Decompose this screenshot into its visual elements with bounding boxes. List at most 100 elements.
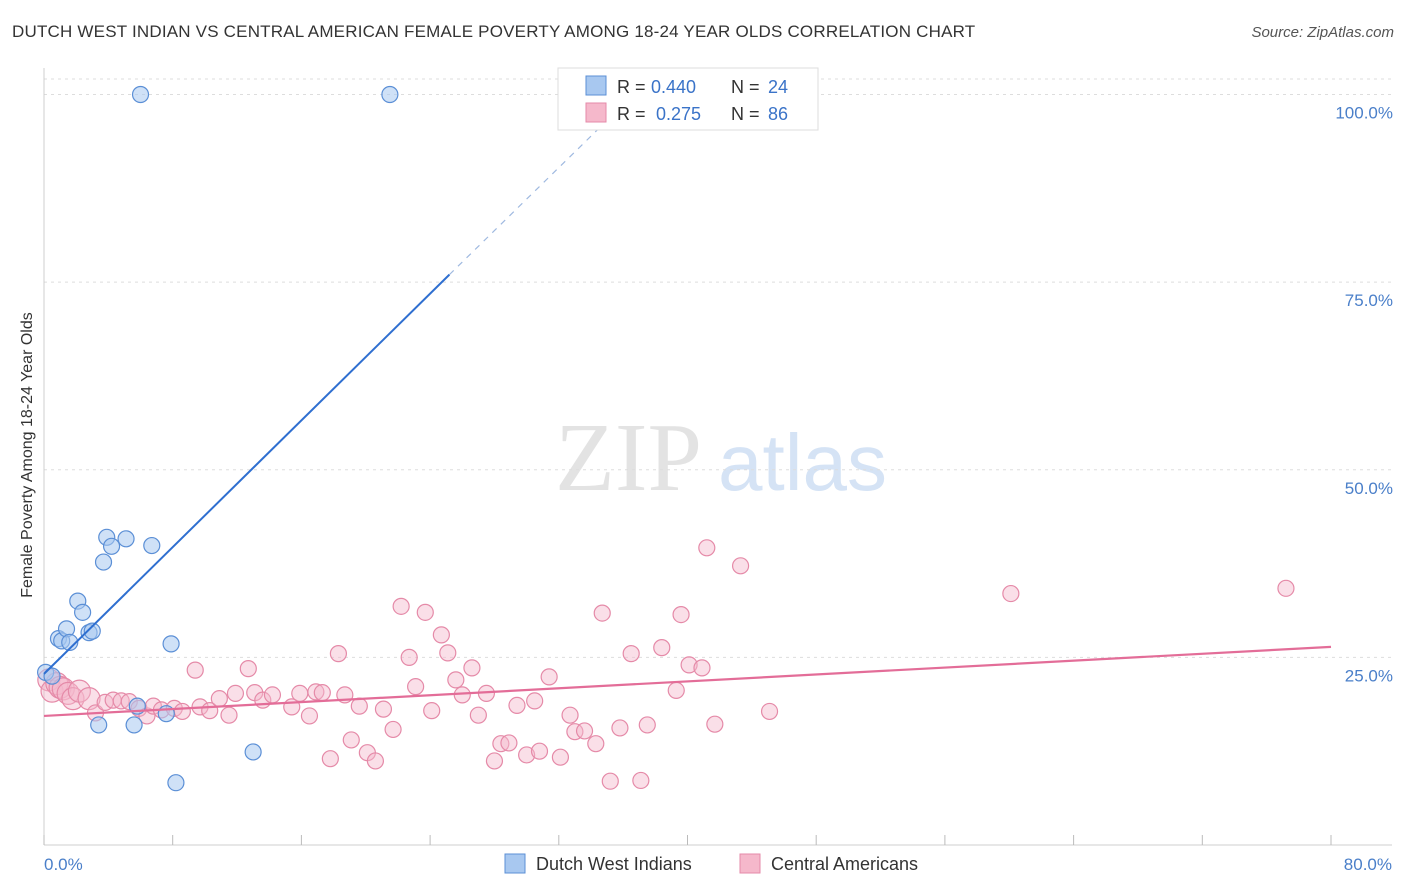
dutch-west-indians-point-10	[90, 716, 108, 734]
central-americans-point-35	[321, 750, 339, 768]
dutch-west-indians-point-15	[125, 716, 143, 734]
x-tick-label-max: 80.0%	[1344, 855, 1392, 874]
central-americans-point-24	[220, 706, 238, 724]
legend-r-label-2: R =	[617, 104, 646, 124]
central-americans-point-38	[342, 731, 360, 749]
central-americans-point-69	[593, 604, 611, 622]
y-tick-label-75: 75.0%	[1345, 291, 1393, 310]
central-americans-point-56	[485, 752, 504, 770]
dutch-west-indians-point-9	[83, 622, 101, 640]
central-americans-point-52	[453, 686, 471, 704]
dutch-west-indians-point-20	[162, 635, 180, 653]
dutch-west-indians-points	[37, 85, 399, 792]
central-americans-point-77	[672, 605, 690, 624]
central-americans-point-42	[374, 700, 393, 718]
x-tick-label-min: 0.0%	[44, 855, 83, 874]
dutch-west-indians-point-22	[244, 743, 262, 761]
dutch-west-indians-point-17	[131, 85, 150, 104]
central-americans-point-7	[67, 679, 91, 703]
dutch-west-indians-point-5	[61, 633, 79, 651]
watermark-atlas: atlas	[718, 418, 887, 507]
central-americans-point-63	[540, 668, 558, 686]
central-americans-point-61	[526, 692, 544, 710]
central-americans-point-65	[561, 706, 579, 724]
central-americans-point-58	[500, 734, 518, 752]
central-americans-point-45	[400, 648, 418, 666]
dutch-west-indians-point-23	[381, 85, 399, 104]
central-americans-point-64	[551, 748, 570, 766]
central-americans-point-19	[173, 702, 191, 721]
central-americans-point-72	[622, 645, 640, 663]
central-americans-point-46	[407, 678, 425, 696]
central-americans-point-44	[392, 597, 410, 615]
bottom-legend-swatch-blue	[504, 853, 526, 874]
dutch-west-indians-point-11	[94, 553, 113, 571]
central-americans-point-54	[469, 706, 487, 724]
central-americans-point-59	[508, 696, 526, 715]
central-americans-point-31	[291, 684, 309, 703]
central-americans-point-76	[667, 681, 685, 699]
central-americans-point-81	[706, 715, 724, 733]
central-americans-point-6	[61, 687, 85, 711]
dutch-west-indians-point-14	[117, 530, 135, 548]
central-americans-point-34	[313, 684, 331, 702]
central-americans-point-71	[611, 719, 629, 737]
dutch-west-indians-point-1	[43, 667, 61, 685]
central-americans-point-80	[698, 539, 716, 557]
central-americans-point-73	[632, 771, 650, 790]
central-americans-point-85	[1277, 579, 1295, 597]
x-ticks	[43, 835, 1332, 845]
y-tick-labels: 25.0% 50.0% 75.0% 100.0%	[1335, 104, 1393, 686]
central-americans-point-47	[416, 603, 434, 621]
central-americans-point-32	[300, 707, 319, 725]
watermark-zip: ZIP	[555, 404, 702, 512]
central-americans-points	[37, 539, 1295, 790]
central-americans-point-48	[423, 702, 441, 720]
central-americans-point-82	[731, 557, 750, 575]
central-americans-point-23	[210, 690, 228, 708]
central-americans-point-74	[638, 716, 656, 734]
central-americans-point-70	[601, 772, 619, 790]
trend-lines	[43, 127, 1332, 718]
central-americans-point-78	[680, 656, 698, 674]
central-americans-point-29	[263, 686, 282, 704]
chart-title: DUTCH WEST INDIAN VS CENTRAL AMERICAN FE…	[12, 22, 976, 41]
dutch-west-indians-point-7	[74, 603, 92, 621]
central-americans-point-84	[1002, 584, 1020, 603]
central-americans-point-8	[77, 687, 101, 711]
bottom-legend-label-1: Dutch West Indians	[536, 854, 692, 874]
legend-r-value-2: 0.275	[656, 104, 701, 124]
central-americans-point-25	[226, 684, 245, 703]
central-americans-point-36	[329, 645, 348, 663]
central-americans-point-83	[760, 702, 779, 721]
y-tick-label-50: 50.0%	[1345, 479, 1393, 498]
watermark: ZIP atlas	[555, 404, 887, 512]
central-americans-point-67	[575, 722, 594, 740]
dutch-west-indians-trend-line	[43, 273, 451, 675]
legend-r-value-1: 0.440	[651, 77, 696, 97]
legend-swatch-pink	[585, 102, 607, 123]
central-americans-point-41	[366, 752, 385, 770]
central-americans-point-79	[693, 659, 711, 677]
correlation-legend: R = 0.440 N = 24 R = 0.275 N = 86	[557, 67, 819, 131]
bottom-legend-label-2: Central Americans	[771, 854, 918, 874]
central-americans-point-62	[530, 742, 549, 760]
central-americans-point-49	[432, 626, 450, 644]
legend-n-value-1: 24	[768, 77, 788, 97]
y-tick-label-100: 100.0%	[1335, 104, 1393, 123]
central-americans-trend-line	[43, 645, 1332, 718]
series-legend: Dutch West Indians Central Americans	[504, 853, 918, 874]
y-tick-label-25: 25.0%	[1345, 666, 1393, 685]
grid-lines	[44, 78, 1392, 658]
dutch-west-indians-point-13	[102, 537, 121, 555]
central-americans-point-51	[447, 671, 465, 689]
central-americans-point-60	[518, 746, 536, 764]
bottom-legend-swatch-pink	[739, 853, 761, 874]
central-americans-point-39	[350, 697, 368, 715]
dutch-west-indians-point-21	[167, 774, 185, 792]
central-americans-point-33	[307, 683, 325, 701]
legend-n-value-2: 86	[768, 104, 788, 124]
dutch-west-indians-trend-extension	[448, 127, 600, 276]
legend-swatch-blue	[585, 75, 607, 96]
central-americans-point-20	[186, 661, 204, 679]
